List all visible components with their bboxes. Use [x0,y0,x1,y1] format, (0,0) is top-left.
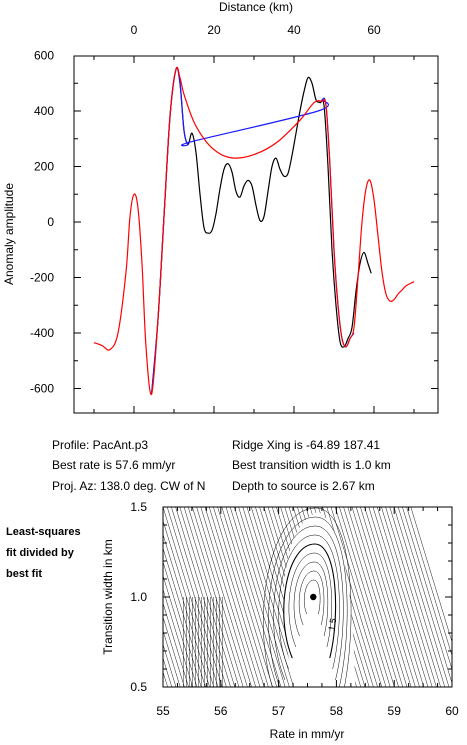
best-rate: Best rate is 57.6 mm/yr [52,458,175,472]
contour-label: 1.5 [326,617,338,631]
contour-line [187,507,244,687]
contour-line [364,507,420,687]
contour-line [347,507,404,687]
y-tick-label: -400 [30,326,54,340]
source-depth: Depth to source is 2.67 km [232,479,375,493]
y-tick-label: 0 [47,215,54,229]
contour-line [293,561,329,637]
misfit-x-title: Rate in mm/yr [270,727,345,741]
contour-line [175,507,231,687]
y-tick-label: -600 [30,382,54,396]
contour-line [393,507,450,687]
contour-line [204,507,261,687]
projection-azimuth: Proj. Az: 138.0 deg. CW of N [52,479,205,493]
contour-line [163,643,177,687]
contour-line [229,507,286,687]
rate-tick-label: 57 [272,704,286,718]
side-label-line-3: best fit [6,568,42,580]
contour-line [163,507,219,687]
x-axis-title: Distance (km) [219,0,293,14]
rate-tick-label: 59 [388,704,402,718]
contour-line [389,507,446,687]
contour-line [268,516,348,687]
contour-line [372,507,429,687]
width-tick-label: 1.5 [130,500,147,514]
contour-line [360,507,416,687]
contour-line [192,507,248,687]
contour-line [163,561,202,687]
contour-line [200,507,257,687]
y-tick-label: -200 [30,271,54,285]
ridge-crossing: Ridge Xing is -64.89 187.41 [232,438,380,452]
contour-line [385,507,441,687]
misfit-ticks: 55 56 57 58 59 60 0.5 1.0 1.5 [130,500,459,718]
contour-line [163,533,210,687]
contour-line [397,507,452,684]
model-fit-line [151,67,355,395]
y-axis-title: Anomaly amplitude [2,183,16,285]
observed-profile-line [151,67,372,395]
contour-line [166,507,223,687]
x-tick-label: 40 [287,23,301,37]
best-width: Best transition width is 1.0 km [232,458,391,472]
contour-line [368,507,425,687]
profile-series [93,66,415,395]
misfit-y-title: Transition width in km [101,539,115,655]
contour-line [221,507,278,687]
contour-line [217,507,273,687]
contour-line [196,507,252,687]
contour-line [273,525,344,681]
info-block: Profile: PacAnt.p3 Ridge Xing is -64.89 … [52,438,391,493]
misfit-contours [163,507,452,687]
y-tick-label: 400 [34,104,54,118]
contour-line [163,547,206,687]
contour-line [263,507,352,687]
contour-line [402,507,452,671]
contour-line [225,507,282,687]
contour-line [304,579,321,615]
contour-line [183,507,240,687]
contour-line [334,507,391,687]
contour-line [339,507,395,687]
profile-plot-frame [73,55,439,414]
rate-tick-label: 56 [214,704,228,718]
rate-tick-label: 55 [156,704,170,718]
rate-tick-label: 58 [330,704,344,718]
contour-line [355,507,412,687]
x-tick-label: 60 [367,23,381,37]
side-label: Least-squares fit divided by best fit [6,526,81,580]
x-tick-label: 0 [131,23,138,37]
contour-line [283,543,337,659]
best-fit-point [310,593,317,601]
contour-line [234,507,290,687]
y-tick-label: 200 [34,160,54,174]
model-profile-line [93,66,415,395]
contour-line [163,602,189,687]
contour-line [163,616,185,687]
x-tick-label: 20 [207,23,221,37]
profile-panel: Distance (km) Anomaly amplitude 0 20 40 60 6… [2,0,439,414]
width-tick-label: 0.5 [130,680,147,694]
y-tick-label: 600 [34,49,54,63]
contour-line [376,507,433,687]
contour-line [171,507,227,687]
contour-line [343,507,399,687]
contour-line [213,507,269,687]
contour-line [381,507,437,687]
contour-line [278,534,340,670]
contour-line [406,507,452,657]
contour-line [351,507,408,687]
contour-line [163,629,181,687]
contour-line [410,507,452,643]
side-label-line-2: fit divided by [6,547,75,559]
profile-ticks: 0 20 40 60 600 400 200 0 -200 -400 -600 [30,23,438,413]
contour-line [208,507,265,687]
rate-tick-label: 60 [445,704,459,718]
width-tick-label: 1.0 [130,590,147,604]
misfit-panel: 55 56 57 58 59 60 0.5 1.0 1.5 Rate in mm/yr Tran… [101,500,459,741]
profile-name: Profile: PacAnt.p3 [52,438,148,452]
contour-line [330,507,387,687]
side-label-line-1: Least-squares [6,526,81,538]
